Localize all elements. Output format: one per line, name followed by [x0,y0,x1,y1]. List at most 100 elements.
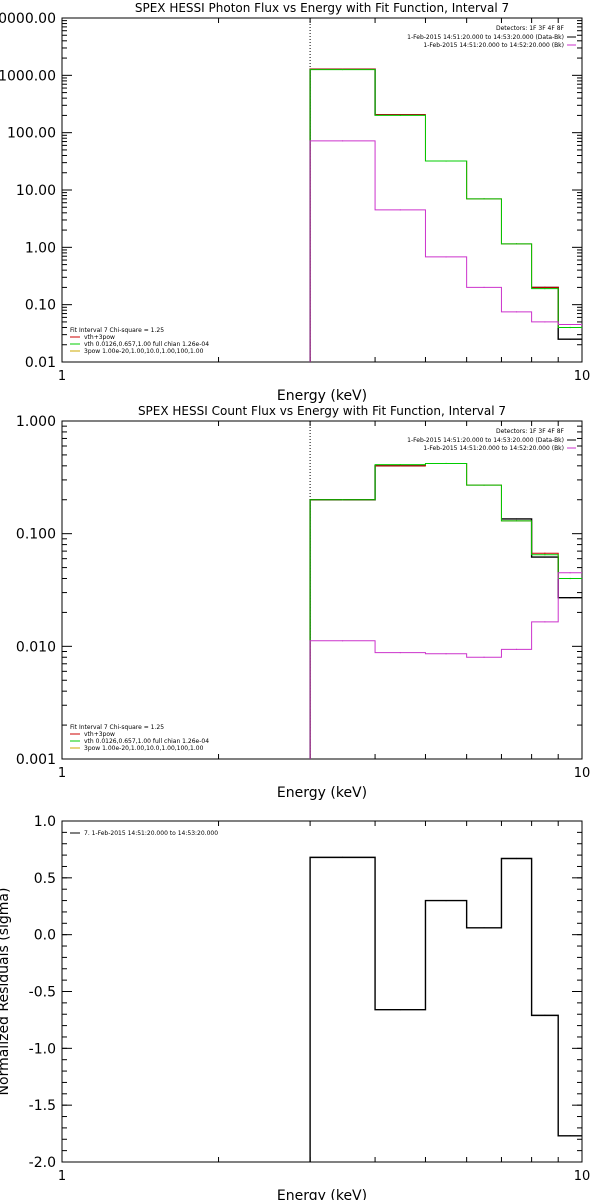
data-point [515,648,518,650]
data-point [544,621,546,623]
x-tick-label: 10 [574,1169,591,1184]
data-point [399,1009,401,1011]
y-tick-label: 0.100 [16,527,56,543]
series-line-1 [309,68,582,362]
y-tick-label: 0.5 [34,871,56,887]
data-point [544,286,546,289]
data-point [483,927,485,929]
legend-title: Detectors: 1F 3F 4F 8F [496,25,565,32]
data-point [544,556,546,558]
y-tick-label: 100.00 [7,126,56,142]
data-point [399,465,401,467]
chart-title: SPEX HESSI Count Flux vs Energy with Fit… [138,404,506,418]
data-point [569,323,571,326]
series-line-1 [309,465,582,759]
y-tick-label: -2.0 [29,1155,56,1171]
data-point [569,597,571,599]
series-line-4 [309,572,582,759]
chart-panel-3: 1 10 Energy (keV) -2.0 -1.5 -1.0 -0.5 0.0 0.5 1.0… [0,814,590,1200]
fit-legend-entry: vth+3pow [84,731,115,738]
data-point [483,656,485,658]
fit-legend-entry: 3pow 1.00e-20,1.00,10.0,1.00,100,1.00 [84,745,204,752]
series-line-3 [309,69,582,362]
data-point [515,857,518,860]
data-point [341,856,344,858]
legend-entry-text: 1-Feb-2015 14:51:20.000 to 14:53:20.000 … [407,34,564,41]
data-point [544,1014,546,1016]
data-point [445,899,447,902]
fit-legend-entry: 7. 1-Feb-2015 14:51:20.000 to 14:53:20.0… [84,830,218,837]
y-tick-label: 1.000 [16,414,56,430]
data-point [569,572,571,574]
y-tick-label: 0.0 [34,928,56,944]
y-tick-label: 1000.00 [0,68,56,84]
data-point [399,464,401,466]
data-point [483,484,485,486]
x-tick-label: 10 [574,369,591,384]
data-point [544,554,546,556]
data-point [445,256,447,258]
data-point [544,288,546,290]
y-tick-label: 1.0 [34,814,56,830]
x-tick-label: 1 [58,1169,66,1184]
x-axis-label: Energy (keV) [277,785,367,801]
data-point [399,209,401,211]
data-point [445,462,447,465]
legend-title: Detectors: 1F 3F 4F 8F [496,428,565,435]
y-tick-label: -1.0 [29,1041,56,1057]
y-tick-label: 0.001 [16,752,56,768]
y-tick-label: 10000.00 [0,11,56,27]
plot-frame [61,420,583,760]
data-point [483,198,485,200]
legend-entry-text: 1-Feb-2015 14:51:20.000 to 14:52:20.000 … [423,445,564,452]
series-line-4 [309,140,582,362]
data-point [515,243,518,245]
fit-legend-title: Fit Interval 7 Chi-square = 1.25 [70,724,164,731]
fit-legend-entry: vth 0.0126,0.657,1.00 full chian 1.26e-0… [84,738,209,745]
chart-panel-1: SPEX HESSI Photon Flux vs Energy with Fi… [0,1,590,404]
chart-panel-2: SPEX HESSI Count Flux vs Energy with Fit… [16,404,590,801]
y-tick-label: 0.10 [25,298,56,314]
legend-entry-text: 1-Feb-2015 14:51:20.000 to 14:52:20.000 … [423,42,564,49]
series-line-1 [309,856,582,1162]
data-point [341,140,344,142]
fit-legend-entry: vth+3pow [84,334,115,341]
y-tick-label: -0.5 [29,985,56,1001]
plot-frame [61,820,583,1163]
fit-legend-entry: vth 0.0126,0.657,1.00 full chian 1.26e-0… [84,341,209,348]
data-point [483,286,485,289]
data-point [399,651,401,654]
data-point [544,321,546,323]
data-point [341,640,344,642]
x-axis-label: Energy (keV) [277,1188,367,1200]
data-point [341,499,344,501]
data-point [569,577,571,580]
y-axis-label: Normalized Residuals (sigma) [0,888,12,1096]
data-point [445,653,447,655]
y-tick-label: 0.010 [16,639,56,655]
series-line-3 [309,462,582,759]
fit-legend-title: Fit Interval 7 Chi-square = 1.25 [70,327,164,334]
x-tick-label: 10 [574,766,591,781]
y-tick-label: 10.00 [16,183,56,199]
data-point [445,160,447,162]
y-tick-label: 1.00 [25,240,56,256]
x-tick-label: 1 [58,766,66,781]
y-tick-label: 0.01 [25,355,56,371]
x-tick-label: 1 [58,369,66,384]
x-axis-label: Energy (keV) [277,388,367,404]
data-point [341,68,344,71]
data-point [515,520,518,522]
y-tick-label: -1.5 [29,1098,56,1114]
series-line-2 [309,462,582,759]
series-line-2 [309,68,582,362]
data-point [569,1135,571,1137]
data-point [515,518,518,520]
data-point [569,326,571,329]
data-point [569,338,571,340]
data-point [544,552,546,554]
data-point [399,114,401,117]
fit-legend-entry: 3pow 1.00e-20,1.00,10.0,1.00,100,1.00 [84,348,204,355]
chart-title: SPEX HESSI Photon Flux vs Energy with Fi… [135,1,509,15]
